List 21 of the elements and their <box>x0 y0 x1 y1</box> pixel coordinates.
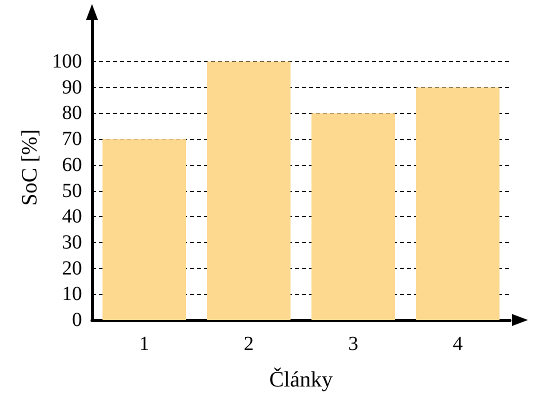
x-tick-label: 2 <box>244 333 254 355</box>
bar <box>416 87 500 320</box>
y-tick-label: 100 <box>52 50 82 73</box>
y-tick-label: 10 <box>62 283 82 306</box>
y-tick-label: 30 <box>62 231 82 254</box>
y-tick-label: 0 <box>72 309 82 331</box>
x-tick-label: 3 <box>348 333 358 355</box>
bar <box>311 113 396 320</box>
x-tick-label: 4 <box>452 333 463 355</box>
y-tick-label: 70 <box>62 128 82 150</box>
bar <box>102 139 186 320</box>
y-tick-label: 20 <box>62 257 82 280</box>
x-axis-title: Články <box>269 366 333 392</box>
y-tick-label: 80 <box>62 102 82 124</box>
x-tick-label: 1 <box>139 333 150 355</box>
y-tick-label: 40 <box>62 206 82 228</box>
y-axis-title: SoC [%] <box>16 129 42 206</box>
y-tick-label: 50 <box>62 180 82 202</box>
bar <box>206 62 291 320</box>
y-tick-label: 90 <box>62 76 82 98</box>
y-tick-label: 60 <box>62 154 82 176</box>
